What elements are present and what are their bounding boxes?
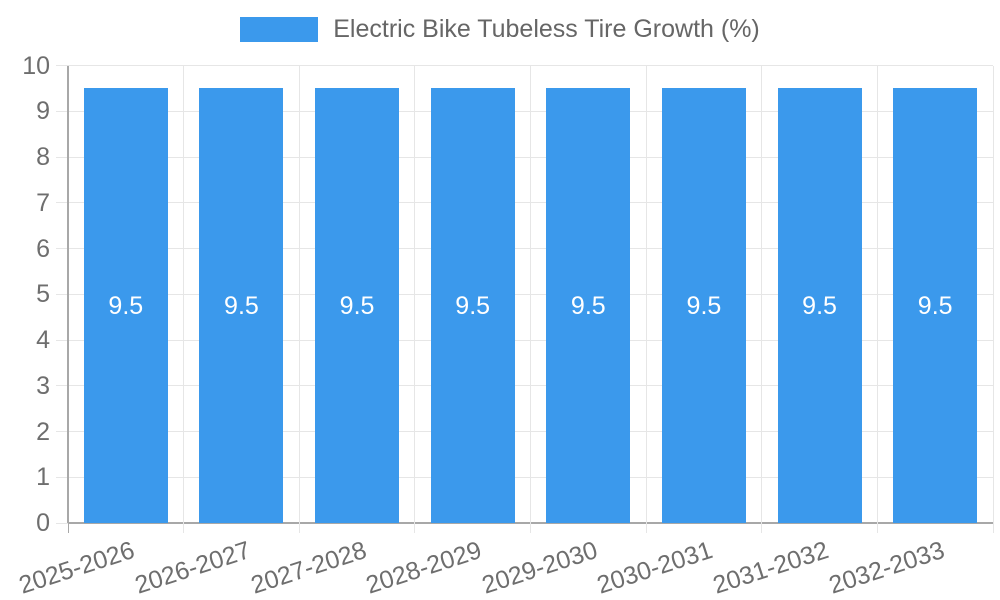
y-tick-mark bbox=[56, 248, 68, 249]
y-tick-mark bbox=[56, 339, 68, 341]
legend-label: Electric Bike Tubeless Tire Growth (%) bbox=[333, 15, 760, 43]
x-tick-mark bbox=[298, 523, 300, 533]
v-gridline bbox=[876, 65, 878, 523]
y-axis-label: 0 bbox=[36, 509, 50, 537]
y-tick-mark bbox=[56, 293, 68, 295]
y-axis-label: 2 bbox=[36, 417, 50, 446]
x-axis-label: 2027-2028 bbox=[247, 536, 370, 600]
x-tick-mark bbox=[992, 523, 994, 533]
bar-value-label: 9.5 bbox=[339, 291, 375, 320]
y-axis-label: 6 bbox=[36, 234, 50, 263]
x-axis-label: 2026-2027 bbox=[131, 536, 254, 600]
bar[interactable] bbox=[893, 88, 978, 523]
x-axis-label: 2030-2031 bbox=[593, 536, 717, 600]
x-tick-mark bbox=[761, 523, 763, 533]
x-tick-mark bbox=[645, 523, 647, 533]
bar[interactable] bbox=[83, 88, 168, 523]
legend: Electric Bike Tubeless Tire Growth (%) bbox=[0, 17, 1000, 42]
y-axis-label: 9 bbox=[36, 97, 50, 126]
bar[interactable] bbox=[546, 88, 631, 523]
y-axis-label: 1 bbox=[36, 463, 50, 492]
bar-value-label: 9.5 bbox=[108, 291, 144, 320]
legend-item[interactable]: Electric Bike Tubeless Tire Growth (%) bbox=[240, 17, 760, 42]
x-axis-label: 2032-2033 bbox=[825, 536, 948, 600]
v-gridline bbox=[414, 65, 416, 523]
bar[interactable] bbox=[315, 88, 400, 523]
y-axis-label: 7 bbox=[36, 188, 50, 217]
y-tick-mark bbox=[56, 65, 68, 66]
bar-value-label: 9.5 bbox=[802, 291, 837, 320]
y-axis-label: 10 bbox=[22, 51, 50, 80]
v-gridline bbox=[992, 65, 994, 523]
y-tick-mark bbox=[56, 385, 68, 387]
y-axis-label: 8 bbox=[36, 143, 50, 171]
y-axis-label: 5 bbox=[36, 280, 50, 309]
v-gridline bbox=[761, 65, 763, 523]
v-gridline bbox=[298, 65, 300, 523]
bar[interactable] bbox=[430, 88, 515, 523]
x-axis-label: 2028-2029 bbox=[362, 536, 486, 600]
x-axis-label: 2025-2026 bbox=[15, 536, 139, 600]
y-axis-label: 3 bbox=[36, 371, 50, 400]
bar-value-label: 9.5 bbox=[917, 291, 953, 320]
y-tick-mark bbox=[56, 110, 68, 112]
bar-value-label: 9.5 bbox=[224, 291, 259, 320]
v-gridline bbox=[183, 65, 185, 523]
x-tick-mark bbox=[183, 523, 185, 533]
v-gridline bbox=[645, 65, 647, 523]
legend-swatch bbox=[240, 17, 319, 42]
y-tick-mark bbox=[56, 522, 68, 524]
y-tick-mark bbox=[56, 431, 68, 432]
x-tick-mark bbox=[414, 523, 416, 533]
y-tick-mark bbox=[56, 156, 68, 158]
v-gridline bbox=[530, 65, 531, 523]
bar-value-label: 9.5 bbox=[570, 291, 606, 320]
x-tick-mark bbox=[876, 523, 878, 533]
x-axis-label: 2029-2030 bbox=[478, 536, 601, 600]
y-axis-line bbox=[67, 65, 69, 523]
bar[interactable] bbox=[661, 88, 746, 523]
y-axis-label: 4 bbox=[36, 326, 50, 354]
x-axis-label: 2031-2032 bbox=[709, 536, 832, 600]
bar-value-label: 9.5 bbox=[455, 291, 491, 320]
bar[interactable] bbox=[199, 88, 284, 523]
x-tick-mark bbox=[67, 523, 69, 533]
bar-value-label: 9.5 bbox=[686, 291, 722, 320]
x-tick-mark bbox=[530, 523, 531, 533]
y-tick-mark bbox=[56, 202, 68, 204]
bar[interactable] bbox=[777, 88, 862, 523]
y-tick-mark bbox=[56, 476, 68, 478]
